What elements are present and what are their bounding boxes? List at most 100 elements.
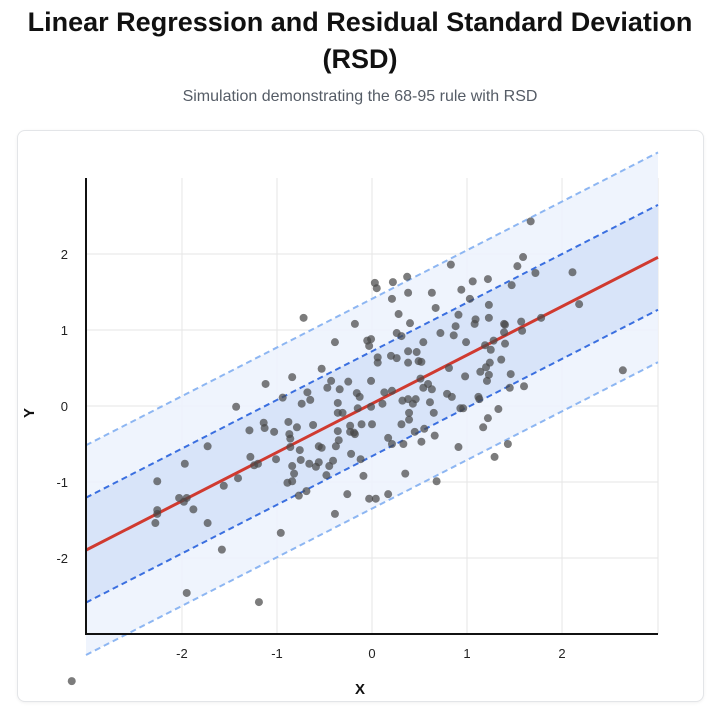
x-axis-title: X (355, 681, 365, 698)
data-point (327, 376, 336, 385)
upper-rsd-line-1 (85, 203, 659, 499)
data-point (489, 336, 498, 345)
data-point (484, 313, 493, 322)
data-point (451, 322, 460, 331)
data-point (367, 376, 376, 385)
data-point (302, 487, 311, 496)
x-tick-label: -2 (176, 646, 188, 661)
data-point (425, 398, 434, 407)
data-point (309, 421, 318, 429)
data-point (372, 284, 381, 293)
data-point (537, 313, 546, 322)
data-point (334, 436, 343, 445)
data-point (429, 408, 438, 417)
data-point (507, 281, 516, 290)
y-tick-label: -2 (56, 551, 68, 566)
data-point (462, 338, 471, 347)
data-point (404, 347, 413, 356)
data-point (397, 420, 406, 429)
data-point (454, 310, 463, 319)
data-point (330, 509, 339, 518)
data-point (392, 354, 401, 363)
data-point (344, 377, 353, 386)
data-point (468, 277, 477, 286)
y-tick-label: -1 (56, 475, 68, 490)
x-tick-label: 0 (368, 646, 375, 661)
data-point (405, 408, 414, 417)
data-point (203, 519, 212, 528)
data-point (368, 420, 376, 429)
data-point (284, 417, 293, 426)
data-point (417, 357, 426, 366)
data-point (482, 376, 491, 385)
data-point (365, 341, 374, 350)
data-point (446, 260, 455, 269)
data-point (483, 414, 492, 423)
data-point (367, 402, 376, 411)
data-point (353, 404, 362, 413)
data-point (232, 402, 241, 411)
data-point (520, 382, 529, 391)
data-point (347, 449, 356, 458)
data-point (297, 399, 306, 408)
data-points (67, 217, 627, 686)
data-point (333, 427, 342, 436)
data-point (217, 545, 226, 554)
y-axis-title: Y (21, 408, 38, 418)
data-point (296, 455, 305, 464)
data-point (454, 443, 463, 452)
data-point (475, 395, 484, 404)
data-point (67, 677, 76, 686)
data-point (331, 442, 340, 451)
data-point (323, 383, 332, 392)
data-point (373, 353, 382, 362)
data-point (397, 332, 406, 341)
data-point (394, 310, 403, 319)
data-point (286, 434, 295, 443)
chart-title: Linear Regression and Residual Standard … (27, 7, 693, 74)
data-point (278, 393, 287, 402)
data-point (484, 370, 493, 379)
data-point (490, 452, 499, 461)
data-point (295, 446, 304, 455)
data-point (459, 404, 468, 413)
y-tick-label: 2 (61, 247, 68, 262)
data-point (401, 469, 410, 478)
data-point (404, 358, 413, 367)
data-point (253, 459, 262, 468)
data-point (276, 528, 285, 537)
data-point (519, 253, 528, 262)
data-point (343, 490, 352, 499)
data-point (444, 364, 453, 372)
x-tick-label: 2 (558, 646, 565, 661)
data-point (153, 509, 162, 518)
data-point (449, 331, 458, 340)
data-point (288, 373, 297, 382)
data-point (388, 278, 397, 287)
data-point (399, 440, 408, 448)
data-point (367, 335, 376, 344)
data-point (470, 319, 479, 328)
data-point (461, 372, 470, 381)
data-point (387, 386, 396, 395)
data-point (410, 427, 419, 436)
data-point (246, 452, 255, 461)
data-point (333, 398, 342, 407)
data-point (568, 268, 577, 277)
data-point (526, 217, 535, 226)
data-point (189, 505, 198, 514)
lower-rsd-line-1 (85, 308, 659, 604)
data-point (261, 379, 270, 388)
upper-rsd-line-2 (85, 151, 659, 447)
data-point (531, 269, 540, 277)
data-point (180, 459, 189, 468)
data-point (303, 388, 312, 397)
data-point (330, 338, 339, 347)
data-point (350, 430, 359, 439)
data-point (306, 395, 315, 404)
data-point (153, 477, 162, 486)
data-point (447, 392, 456, 401)
data-point (384, 433, 393, 442)
y-tick-labels: 2 1 0 -1 -2 (56, 247, 68, 566)
data-point (234, 474, 243, 483)
